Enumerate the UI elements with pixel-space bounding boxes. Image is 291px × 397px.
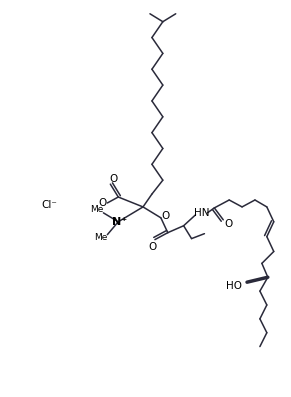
Text: Cl⁻: Cl⁻ xyxy=(41,200,57,210)
Text: HO: HO xyxy=(226,281,242,291)
Text: O: O xyxy=(109,174,118,184)
Text: O: O xyxy=(149,241,157,252)
Text: Me: Me xyxy=(90,205,103,214)
Text: O: O xyxy=(224,219,232,229)
Text: O: O xyxy=(162,211,170,221)
Text: O: O xyxy=(98,198,107,208)
Text: HN: HN xyxy=(194,208,209,218)
Text: N⁺: N⁺ xyxy=(112,217,127,227)
Text: Me: Me xyxy=(94,233,107,242)
